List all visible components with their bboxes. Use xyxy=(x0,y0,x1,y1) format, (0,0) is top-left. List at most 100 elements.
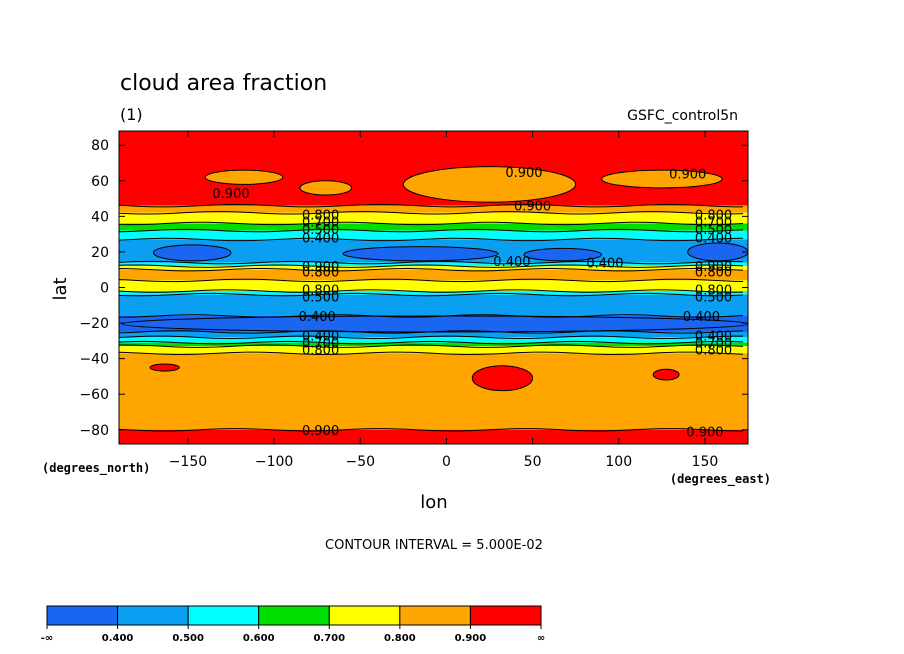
colorbar-label: 0.500 xyxy=(172,633,204,644)
zonal-band-15 xyxy=(119,342,748,347)
colorbar-label: ∞ xyxy=(537,633,545,644)
contour-label: 0.900 xyxy=(302,260,339,275)
contour-line-12 xyxy=(119,314,744,318)
x-axis-units: (degrees_east) xyxy=(670,472,771,487)
zonal-band-6 xyxy=(119,262,748,267)
colorbar-swatch xyxy=(399,605,471,626)
x-tick-label: 150 xyxy=(692,454,719,470)
x-tick-label: 50 xyxy=(524,454,542,470)
patch-10 xyxy=(149,363,180,372)
x-axis: −150 −100 −50 0 50 100 150 xyxy=(169,131,719,470)
contour-label: 0.700 xyxy=(302,216,339,231)
x-tick-label: 0 xyxy=(442,454,451,470)
dataset-label: GSFC_control5n xyxy=(627,108,738,124)
zonal-band-7 xyxy=(119,266,748,270)
colorbar-swatch xyxy=(328,605,401,626)
x-axis-label: lon xyxy=(420,492,447,513)
patch-4 xyxy=(152,244,232,262)
x-tick-label: −150 xyxy=(169,454,207,470)
y-tick-label: −60 xyxy=(79,387,109,403)
contour-label: 0.500 xyxy=(302,223,339,238)
zonal-band-11 xyxy=(119,294,748,316)
contour-label: 0.700 xyxy=(695,216,732,231)
contour-line-10 xyxy=(119,289,744,293)
y-axis-units: (degrees_north) xyxy=(42,461,150,476)
contour-line-14 xyxy=(119,335,744,339)
y-tick-label: −20 xyxy=(79,316,109,332)
zonal-band-2 xyxy=(119,212,748,224)
y-axis: −80 −60 −40 −20 0 20 40 60 80 xyxy=(79,138,748,439)
x-tick-label: −100 xyxy=(255,454,293,470)
colorbar: -∞ 0.400 0.500 0.600 0.700 0.800 0.900 ∞ xyxy=(41,605,545,644)
y-tick-label: 20 xyxy=(91,245,109,261)
contour-line-16 xyxy=(119,344,744,348)
contour-line-5 xyxy=(119,237,744,242)
contour-label: 0.400 xyxy=(695,232,732,247)
zonal-band-16 xyxy=(119,346,748,354)
contour-label: 0.900 xyxy=(695,260,732,275)
contour-line-15 xyxy=(119,340,744,345)
zonal-band-18 xyxy=(119,429,748,444)
zonal-band-3 xyxy=(119,223,748,231)
contour-label: 0.500 xyxy=(302,290,339,305)
y-tick-label: 60 xyxy=(91,174,109,190)
contour-label: 0.500 xyxy=(695,223,732,238)
contour-label: 0.800 xyxy=(302,265,339,280)
patch-9 xyxy=(471,365,534,392)
colorbar-label: 0.600 xyxy=(243,633,275,644)
contour-label: 0.900 xyxy=(669,168,706,183)
contour-label: 0.800 xyxy=(695,265,732,280)
contour-label: 0.900 xyxy=(505,166,542,181)
zonal-band-17 xyxy=(119,353,748,430)
colorbar-swatch xyxy=(258,605,330,626)
contour-line-6 xyxy=(119,260,744,265)
patch-8 xyxy=(122,315,748,333)
contour-label: 0.800 xyxy=(302,283,339,298)
contour-label: 0.400 xyxy=(302,232,339,247)
zonal-band-4 xyxy=(119,230,748,240)
zonal-band-10 xyxy=(119,291,748,295)
colorbar-label: 0.900 xyxy=(455,633,487,644)
chart-units: (1) xyxy=(120,105,143,124)
contour-line-8 xyxy=(119,268,744,272)
contour-label: 0.400 xyxy=(695,330,732,345)
colorbar-label: 0.700 xyxy=(313,633,345,644)
patch-7 xyxy=(687,242,748,262)
contour-label: 0.400 xyxy=(299,310,336,325)
y-tick-label: −80 xyxy=(79,423,109,439)
contour-label: 0.800 xyxy=(695,344,732,359)
contour-label: 0.400 xyxy=(683,310,720,325)
contour-label: 0.800 xyxy=(695,209,732,224)
contour-line-4 xyxy=(119,228,744,233)
contour-line-9 xyxy=(119,278,744,283)
contour-label: 0.700 xyxy=(695,337,732,352)
y-tick-label: 80 xyxy=(91,138,109,154)
contour-label: 0.900 xyxy=(302,424,339,439)
patch-1 xyxy=(299,180,353,196)
zonal-band-13 xyxy=(119,331,748,338)
contour-line-13 xyxy=(119,330,744,334)
contour-line-1 xyxy=(119,203,744,208)
y-axis-label: lat xyxy=(50,277,71,300)
colorbar-label: -∞ xyxy=(41,633,53,644)
contour-label: 0.900 xyxy=(686,426,723,441)
contour-label: 0.800 xyxy=(302,344,339,359)
y-tick-label: −40 xyxy=(79,352,109,368)
zonal-band-8 xyxy=(119,269,748,281)
contour-label: 0.400 xyxy=(302,330,339,345)
x-tick-label: −50 xyxy=(345,454,375,470)
patch-3 xyxy=(601,169,723,189)
contour-label: 0.900 xyxy=(514,200,551,215)
contour-line-7 xyxy=(119,264,744,268)
colorbar-label: 0.400 xyxy=(102,633,134,644)
contour-label: 0.400 xyxy=(586,257,623,272)
patch-2 xyxy=(402,166,577,203)
contour-label: 0.800 xyxy=(695,283,732,298)
contour-label: 0.900 xyxy=(212,187,249,202)
colorbar-swatch xyxy=(187,605,260,626)
y-tick-label: 40 xyxy=(91,209,109,225)
colorbar-swatch xyxy=(46,605,119,626)
patch-5 xyxy=(342,246,499,262)
